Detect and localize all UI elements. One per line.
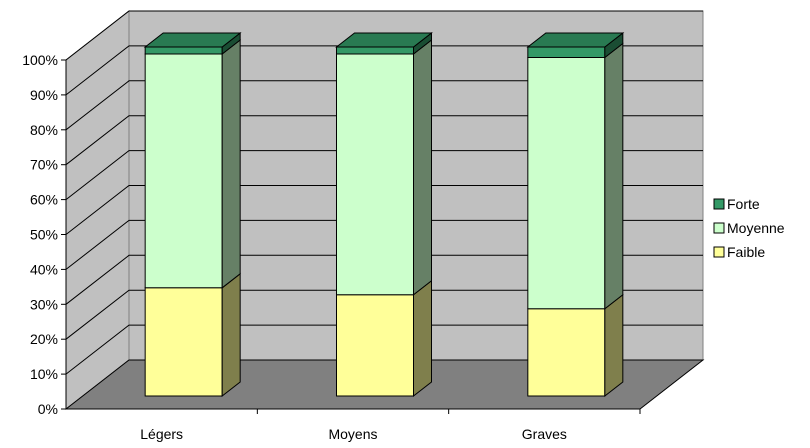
- legend-swatch: [713, 198, 725, 210]
- bar-front: [144, 53, 223, 289]
- y-tick-label: 30%: [30, 296, 58, 312]
- bar-front: [527, 46, 606, 58]
- y-tick-label: 80%: [30, 122, 58, 138]
- legend-label: Faible: [727, 244, 765, 260]
- y-tick-label: 90%: [30, 87, 58, 103]
- legend: Forte Moyenne Faible: [713, 196, 785, 260]
- y-tick-label: 10%: [30, 366, 58, 382]
- bar-side: [413, 279, 432, 398]
- bar-front: [336, 46, 414, 55]
- bar-segment: [526, 31, 625, 59]
- bar-segment: [143, 31, 242, 56]
- gridline: [65, 254, 703, 305]
- gridline: [65, 289, 703, 340]
- bar-side: [604, 42, 624, 310]
- gridline: [65, 185, 703, 235]
- bar-segment: [144, 272, 241, 398]
- bar-front: [527, 308, 606, 397]
- bar-top: [143, 32, 242, 48]
- bar-front: [336, 53, 414, 296]
- gridline: [65, 219, 703, 270]
- gridline: [65, 324, 703, 375]
- bar-side: [604, 293, 624, 398]
- bar-segment: [527, 293, 624, 398]
- bar-segment: [335, 31, 433, 56]
- bar-side: [221, 38, 241, 289]
- legend-swatch: [713, 246, 725, 258]
- bar-side: [221, 272, 241, 398]
- gridline: [65, 10, 703, 61]
- y-tick-label: 40%: [30, 261, 58, 277]
- bar-side: [413, 38, 432, 296]
- bar-front: [144, 46, 223, 55]
- legend-swatch: [713, 222, 725, 234]
- x-tick-label: Légers: [140, 426, 183, 442]
- gridline: [65, 45, 703, 96]
- bar-segment: [336, 279, 432, 398]
- y-tick-label: 20%: [30, 331, 58, 347]
- bar-top: [335, 32, 433, 48]
- y-tick-label: 50%: [30, 227, 58, 243]
- bar-segment: [527, 42, 624, 310]
- bar-segment: [336, 38, 432, 296]
- y-tick-label: 0%: [38, 401, 58, 417]
- y-tick-label: 70%: [30, 157, 58, 173]
- gridline: [65, 80, 703, 131]
- bar-front: [527, 56, 606, 310]
- gridline: [65, 115, 703, 166]
- legend-label: Moyenne: [727, 220, 785, 236]
- y-tick-label: 60%: [30, 192, 58, 208]
- x-tick-label: Graves: [522, 426, 567, 442]
- gridline: [65, 150, 703, 200]
- bar-front: [144, 287, 223, 397]
- bar-front: [336, 294, 414, 397]
- legend-label: Forte: [727, 196, 760, 212]
- x-tick-label: Moyens: [328, 426, 377, 442]
- bar-segment: [144, 38, 241, 289]
- bar-top: [526, 32, 625, 48]
- y-tick-label: 100%: [22, 52, 58, 68]
